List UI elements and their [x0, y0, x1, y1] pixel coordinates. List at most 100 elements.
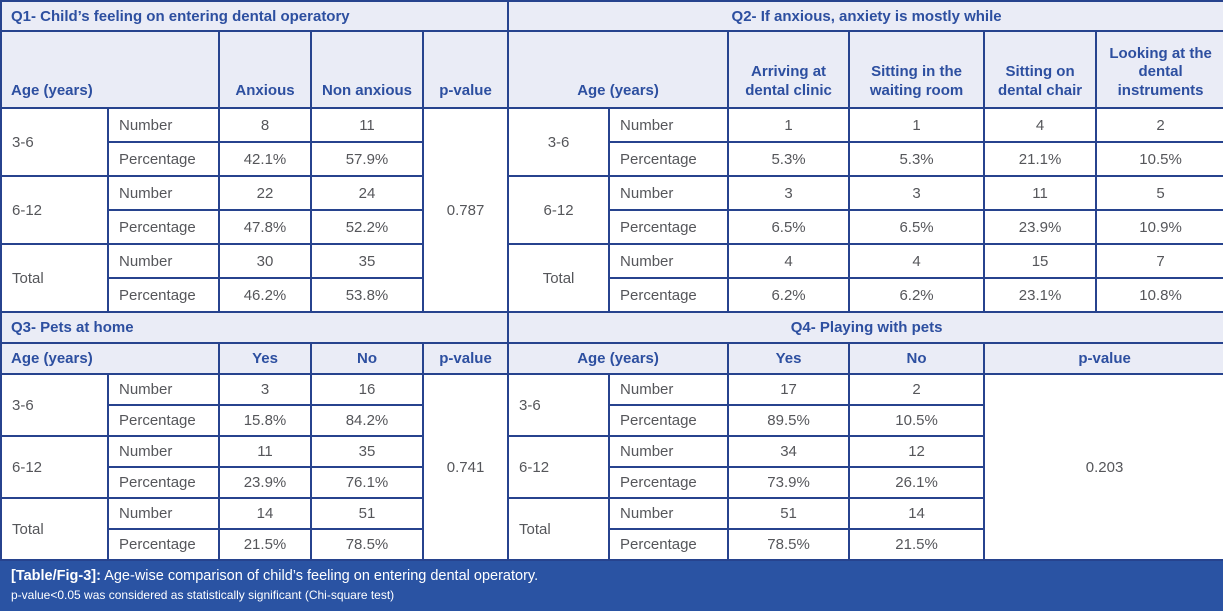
q1-col-header-p-value: p-value — [421, 30, 510, 109]
value-cell: 17 — [727, 373, 851, 406]
q2-age-group-label: 6-12 — [509, 175, 611, 245]
caption-text: Age-wise comparison of child’s feeling o… — [104, 568, 539, 584]
value-cell: 26.1% — [848, 466, 986, 499]
q3-col-header-p-value: p-value — [421, 342, 510, 375]
q2-age-group-label: 3-6 — [509, 107, 611, 177]
q4-title: Q4- Playing with pets — [509, 311, 1223, 344]
metric-label: Percentage — [608, 528, 730, 561]
q4-age-group-label: Total — [509, 497, 611, 561]
value-cell: 10.5% — [1095, 141, 1223, 177]
value-cell: 11 — [218, 435, 312, 468]
metric-label: Percentage — [608, 209, 730, 245]
value-cell: 6.2% — [727, 277, 851, 313]
q1-title: Q1- Child’s feeling on entering dental o… — [0, 0, 510, 32]
value-cell: 8 — [218, 107, 312, 143]
value-cell: 1 — [727, 107, 851, 143]
q1-col-header-non-anxious: Non anxious — [310, 30, 424, 109]
q1-age-header: Age (years) — [0, 30, 220, 109]
value-cell: 21.5% — [218, 528, 312, 561]
value-cell: 4 — [727, 243, 851, 279]
q2-col-header-dental-chair: Sitting on dental chair — [983, 30, 1098, 109]
value-cell: 23.1% — [983, 277, 1098, 313]
value-cell: 14 — [218, 497, 312, 530]
metric-label: Number — [608, 497, 730, 530]
q1-age-group-label: Total — [0, 243, 109, 313]
metric-label: Number — [107, 435, 220, 468]
value-cell: 24 — [310, 175, 424, 211]
value-cell: 35 — [310, 243, 424, 279]
value-cell: 57.9% — [310, 141, 424, 177]
metric-label: Number — [107, 497, 220, 530]
q3-p-value-cell: 0.741 — [421, 373, 510, 561]
q4-col-header-yes: Yes — [727, 342, 851, 375]
q2-age-header: Age (years) — [509, 30, 730, 109]
metric-label: Percentage — [107, 277, 220, 313]
q2-col-header-waiting-room: Sitting in the waiting room — [848, 30, 986, 109]
value-cell: 10.5% — [848, 404, 986, 437]
q2-col-header-arriving: Arriving at dental clinic — [727, 30, 851, 109]
value-cell: 3 — [218, 373, 312, 406]
value-cell: 16 — [310, 373, 424, 406]
value-cell: 5 — [1095, 175, 1223, 211]
value-cell: 22 — [218, 175, 312, 211]
q3-title: Q3- Pets at home — [0, 311, 510, 344]
metric-label: Percentage — [107, 209, 220, 245]
q3-col-header-no: No — [310, 342, 424, 375]
value-cell: 3 — [848, 175, 986, 211]
value-cell: 4 — [848, 243, 986, 279]
metric-label: Number — [107, 175, 220, 211]
value-cell: 34 — [727, 435, 851, 468]
metric-label: Number — [107, 107, 220, 143]
value-cell: 6.5% — [848, 209, 986, 245]
value-cell: 5.3% — [848, 141, 986, 177]
value-cell: 7 — [1095, 243, 1223, 279]
metric-label: Percentage — [608, 404, 730, 437]
value-cell: 2 — [1095, 107, 1223, 143]
metric-label: Number — [608, 243, 730, 279]
q3-age-group-label: 6-12 — [0, 435, 109, 499]
metric-label: Number — [608, 107, 730, 143]
metric-label: Number — [608, 373, 730, 406]
value-cell: 52.2% — [310, 209, 424, 245]
value-cell: 15.8% — [218, 404, 312, 437]
value-cell: 21.5% — [848, 528, 986, 561]
metric-label: Number — [608, 175, 730, 211]
value-cell: 5.3% — [727, 141, 851, 177]
q3-age-header: Age (years) — [0, 342, 220, 375]
value-cell: 6.5% — [727, 209, 851, 245]
metric-label: Percentage — [608, 141, 730, 177]
value-cell: 11 — [983, 175, 1098, 211]
value-cell: 15 — [983, 243, 1098, 279]
metric-label: Number — [107, 243, 220, 279]
metric-label: Percentage — [107, 528, 220, 561]
q4-p-value-cell: 0.203 — [983, 373, 1223, 561]
metric-label: Percentage — [608, 466, 730, 499]
value-cell: 84.2% — [310, 404, 424, 437]
q1-q3-table: Q1- Child’s feeling on entering dental o… — [0, 0, 510, 561]
value-cell: 10.8% — [1095, 277, 1223, 313]
value-cell: 14 — [848, 497, 986, 530]
value-cell: 12 — [848, 435, 986, 468]
q4-age-header: Age (years) — [509, 342, 730, 375]
metric-label: Percentage — [107, 466, 220, 499]
tables-area: Q1- Child’s feeling on entering dental o… — [0, 0, 1223, 561]
q2-age-group-label: Total — [509, 243, 611, 313]
q2-q4-table: Q2- If anxious, anxiety is mostly while … — [509, 0, 1223, 561]
q3-age-group-label: Total — [0, 497, 109, 561]
value-cell: 2 — [848, 373, 986, 406]
value-cell: 21.1% — [983, 141, 1098, 177]
value-cell: 10.9% — [1095, 209, 1223, 245]
metric-label: Number — [608, 435, 730, 468]
q1-age-group-label: 3-6 — [0, 107, 109, 177]
q4-col-header-p-value: p-value — [983, 342, 1223, 375]
value-cell: 42.1% — [218, 141, 312, 177]
value-cell: 51 — [727, 497, 851, 530]
q3-col-header-yes: Yes — [218, 342, 312, 375]
value-cell: 6.2% — [848, 277, 986, 313]
value-cell: 73.9% — [727, 466, 851, 499]
q4-age-group-label: 6-12 — [509, 435, 611, 499]
value-cell: 1 — [848, 107, 986, 143]
value-cell: 53.8% — [310, 277, 424, 313]
metric-label: Percentage — [107, 141, 220, 177]
